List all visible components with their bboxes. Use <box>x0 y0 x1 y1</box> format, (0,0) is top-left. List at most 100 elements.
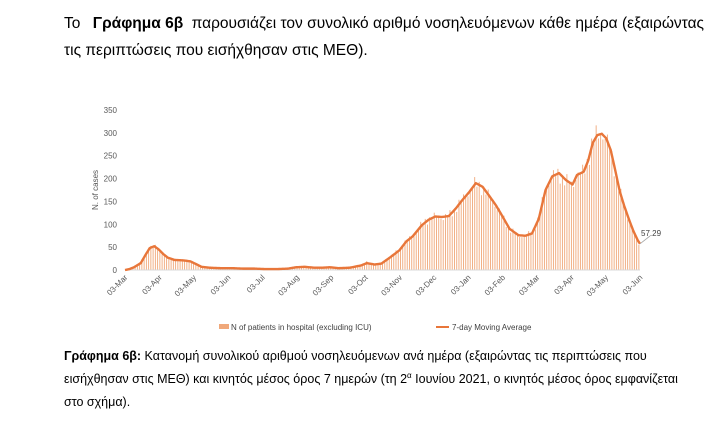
bar <box>587 159 588 270</box>
bar <box>461 200 462 270</box>
bar <box>506 227 507 270</box>
x-tick-label: 03-Oct <box>346 273 370 297</box>
bar <box>470 190 471 270</box>
bar <box>573 187 574 270</box>
bar <box>517 233 518 270</box>
bar <box>445 214 446 270</box>
bar <box>569 184 570 270</box>
bar <box>398 251 399 270</box>
bar <box>492 202 493 270</box>
bar <box>441 219 442 270</box>
bar <box>443 220 444 270</box>
bar <box>418 230 419 270</box>
bar <box>591 139 592 270</box>
x-tick-label: 03-May <box>585 273 610 298</box>
bar <box>407 239 408 270</box>
bar <box>186 261 187 270</box>
bar <box>620 189 621 270</box>
bar <box>634 233 635 270</box>
bar <box>459 200 460 270</box>
bar <box>521 237 522 270</box>
bar <box>625 208 626 270</box>
legend: N of patients in hospital (excluding ICU… <box>219 323 532 332</box>
bar <box>150 246 151 270</box>
bar <box>494 207 495 270</box>
bar <box>616 174 617 270</box>
bar <box>605 139 606 270</box>
bar <box>596 125 597 270</box>
bar <box>425 219 426 270</box>
bar <box>638 245 639 270</box>
bar <box>548 185 549 270</box>
bar <box>551 180 552 270</box>
bar <box>389 258 390 270</box>
x-tick-label: 03-May <box>173 273 198 298</box>
bar <box>571 182 572 270</box>
bar <box>544 194 545 270</box>
bar <box>483 186 484 270</box>
y-axis-label: N. of cases <box>91 170 100 210</box>
bar <box>609 149 610 270</box>
y-tick-label: 200 <box>104 175 118 184</box>
bar <box>535 229 536 270</box>
figure-caption: Γράφημα 6β: Κατανομή συνολικού αριθμού ν… <box>64 345 690 414</box>
bar <box>582 165 583 270</box>
bar <box>452 216 453 270</box>
bar <box>438 217 439 270</box>
bar <box>512 229 513 270</box>
bar <box>627 220 628 270</box>
bar <box>528 231 529 270</box>
bar <box>450 210 451 270</box>
bar <box>481 195 482 270</box>
bar <box>519 237 520 270</box>
bar <box>501 216 502 270</box>
bar <box>539 214 540 270</box>
bar <box>555 176 556 270</box>
x-tick-label: 03-Apr <box>552 273 576 297</box>
bars-layer <box>126 125 640 270</box>
bar <box>636 237 637 270</box>
bar <box>526 235 527 270</box>
bar <box>171 259 172 270</box>
bar <box>524 236 525 270</box>
bar <box>474 177 475 270</box>
bar <box>488 190 489 270</box>
bar <box>508 226 509 270</box>
bar <box>393 254 394 270</box>
y-tick-label: 0 <box>113 266 118 275</box>
bar <box>607 135 608 270</box>
y-tick-label: 150 <box>104 197 118 206</box>
bar <box>409 236 410 270</box>
bar <box>479 182 480 270</box>
bar <box>423 225 424 270</box>
bar <box>623 204 624 270</box>
annotation-label: 57.29 <box>641 229 662 238</box>
bar <box>177 261 178 270</box>
bar <box>503 216 504 270</box>
bar <box>162 254 163 270</box>
bar <box>497 210 498 270</box>
legend-label-bars: N of patients in hospital (excluding ICU… <box>231 323 372 332</box>
bar <box>499 208 500 270</box>
bar <box>432 219 433 270</box>
bar <box>629 224 630 270</box>
bar <box>463 194 464 270</box>
bar <box>164 255 165 270</box>
y-tick-label: 350 <box>104 106 118 115</box>
caption-superscript: α <box>407 371 412 380</box>
x-tick-label: 03-Jan <box>449 273 473 297</box>
y-tick-label: 250 <box>104 152 118 161</box>
bar <box>614 176 615 270</box>
bar <box>416 232 417 270</box>
y-tick-label: 300 <box>104 129 118 138</box>
bar <box>600 135 601 270</box>
bar <box>557 169 558 270</box>
x-tick-label: 03-Feb <box>483 273 508 298</box>
bar <box>429 217 430 270</box>
bar <box>414 236 415 270</box>
bar <box>589 165 590 270</box>
bar <box>564 185 565 270</box>
bar <box>153 247 154 270</box>
bar <box>166 257 167 270</box>
